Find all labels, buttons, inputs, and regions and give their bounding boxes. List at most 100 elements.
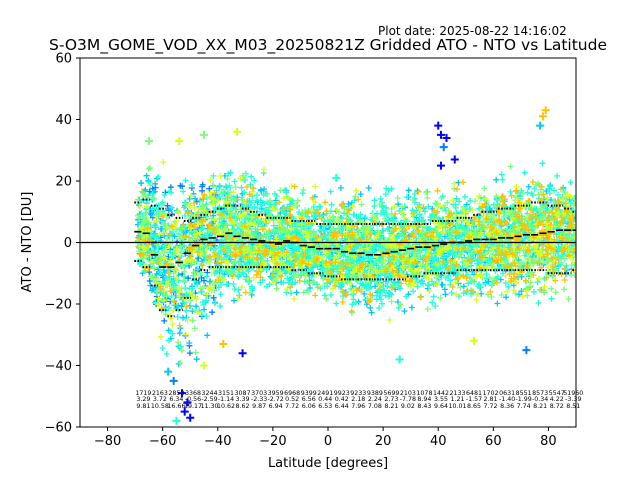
- outlier-point: [186, 413, 195, 422]
- bin-annotation-row1: 1719: [135, 390, 151, 397]
- bin-annotation-row2: 0.42: [335, 396, 349, 403]
- outlier-point: [180, 407, 189, 416]
- bin-annotation-row1: 6481: [466, 390, 482, 397]
- bin-annotation-row1: 5699: [383, 390, 399, 397]
- bin-annotation-row1: 2133: [449, 390, 465, 397]
- bin-annotation-row3: 16.66: [167, 403, 185, 410]
- bin-annotation-row1: 3703: [251, 390, 267, 397]
- bin-annotation-row3: 10.58: [151, 403, 169, 410]
- bin-annotation-row1: 6968: [284, 390, 300, 397]
- y-tick-label: −60: [45, 421, 72, 436]
- bin-annotation-row2: -3.39: [565, 396, 581, 403]
- bin-annotation-row2: 0.52: [285, 396, 299, 403]
- bin-annotation-row1: 2491: [317, 390, 333, 397]
- bin-annotation-row1: 9399: [301, 390, 317, 397]
- x-tick-label: −60: [149, 434, 176, 449]
- x-tick-label: 0: [324, 434, 332, 449]
- bin-annotation-row3: 8.21: [533, 403, 547, 410]
- bin-annotation-row1: 1442: [433, 390, 449, 397]
- x-tick-label: 20: [375, 434, 392, 449]
- outlier-point: [219, 339, 228, 348]
- bin-annotation-row2: -0.34: [532, 396, 548, 403]
- bin-annotation-row3: 6.53: [318, 403, 332, 410]
- outlier-point: [177, 389, 186, 398]
- bin-annotation-row1: 3368: [185, 390, 201, 397]
- bin-annotation-row2: 2.73: [384, 396, 398, 403]
- bin-annotation-row2: -1.14: [218, 396, 234, 403]
- bin-annotation-row3: 11.30: [200, 403, 218, 410]
- bin-annotation-row2: 2.81: [484, 396, 498, 403]
- x-tick-label: −40: [204, 434, 231, 449]
- scatter-points: [134, 159, 576, 367]
- bin-annotation-row1: 0631: [499, 390, 515, 397]
- chart-title: S-O3M_GOME_VOD_XX_M03_20250821Z Gridded …: [49, 36, 607, 55]
- outlier-point: [200, 130, 208, 139]
- bin-annotation-row3: 10.01: [448, 403, 466, 410]
- outlier-point: [172, 416, 181, 425]
- outlier-point: [436, 161, 445, 170]
- bin-annotation-row2: -1.40: [499, 396, 515, 403]
- outlier-point: [439, 143, 448, 152]
- outlier-point: [169, 376, 178, 385]
- x-tick-label: 80: [540, 434, 557, 449]
- bin-annotation-row3: 10.62: [217, 403, 235, 410]
- outlier-point: [164, 367, 173, 376]
- bin-annotation-row2: 0.44: [318, 396, 332, 403]
- outlier-point: [541, 106, 550, 115]
- bin-annotation-row2: 4.22: [550, 396, 564, 403]
- outlier-point: [522, 346, 531, 355]
- bin-annotation-row3: 7.74: [517, 403, 531, 410]
- bin-annotation-row1: 8573: [532, 390, 548, 397]
- outlier-point: [434, 121, 443, 130]
- outlier-points: [144, 106, 550, 425]
- bin-annotation-row1: 5547: [549, 390, 565, 397]
- bin-annotation-row3: 7.08: [368, 403, 382, 410]
- bin-annotation-row2: 2.18: [351, 396, 365, 403]
- y-tick-label: 40: [55, 113, 72, 128]
- bin-annotation-row2: 6.56: [302, 396, 316, 403]
- bin-annotation-row2: 8.94: [417, 396, 431, 403]
- bin-annotation-row1: 51960: [563, 390, 583, 397]
- y-tick-label: 60: [55, 52, 72, 67]
- outlier-point: [470, 336, 479, 345]
- bin-annotation-row1: 1078: [416, 390, 432, 397]
- x-tick-label: 40: [430, 434, 447, 449]
- bin-annotation-row1: 3151: [218, 390, 234, 397]
- bin-annotation-row1: 2853: [168, 390, 184, 397]
- outlier-point: [200, 361, 208, 370]
- bin-annotation-row3: 6.94: [269, 403, 283, 410]
- bin-annotation-row1: 9923: [334, 390, 350, 397]
- bin-annotation-row2: 3.72: [153, 396, 167, 403]
- y-axis-label: ATO - NTO [DU]: [20, 192, 35, 293]
- bin-annotation-row2: -1.57: [466, 396, 482, 403]
- bin-annotation-row1: 2163: [152, 390, 168, 397]
- bin-annotation-row3: 9.64: [434, 403, 448, 410]
- bin-annotation-row3: 7.72: [285, 403, 299, 410]
- bin-annotation-row1: 9233: [350, 390, 366, 397]
- bin-annotation-row3: 6.06: [302, 403, 316, 410]
- outlier-point: [233, 127, 242, 136]
- bin-annotation-row1: 9389: [367, 390, 383, 397]
- y-tick-label: 0: [64, 236, 72, 251]
- x-tick-label: 60: [485, 434, 502, 449]
- bin-annotation-row3: 6.44: [335, 403, 349, 410]
- plot-area: [80, 106, 576, 425]
- bin-annotation-row2: -2.59: [201, 396, 217, 403]
- bin-annotation-row2: -2.33: [251, 396, 267, 403]
- outlier-point: [238, 349, 247, 358]
- bin-annotation-row3: 8.65: [467, 403, 481, 410]
- bin-annotation-row3: 8.43: [417, 403, 431, 410]
- bin-annotation-row1: 1702: [483, 390, 499, 397]
- outlier-point: [450, 155, 459, 164]
- x-axis: −80 −60 −40 −20 0 20 40 60 80: [94, 427, 557, 449]
- bin-annotation-row2: 3.39: [236, 396, 250, 403]
- bin-annotation-row2: 1.21: [450, 396, 464, 403]
- bin-annotation-row3: 9.02: [401, 403, 415, 410]
- y-tick-label: −40: [45, 359, 72, 374]
- outlier-point: [536, 121, 545, 130]
- x-tick-label: −80: [94, 434, 121, 449]
- bin-annotation-row1: 2103: [400, 390, 416, 397]
- bin-annotation-row3: 8.62: [236, 403, 250, 410]
- x-axis-label: Latitude [degrees]: [268, 456, 388, 471]
